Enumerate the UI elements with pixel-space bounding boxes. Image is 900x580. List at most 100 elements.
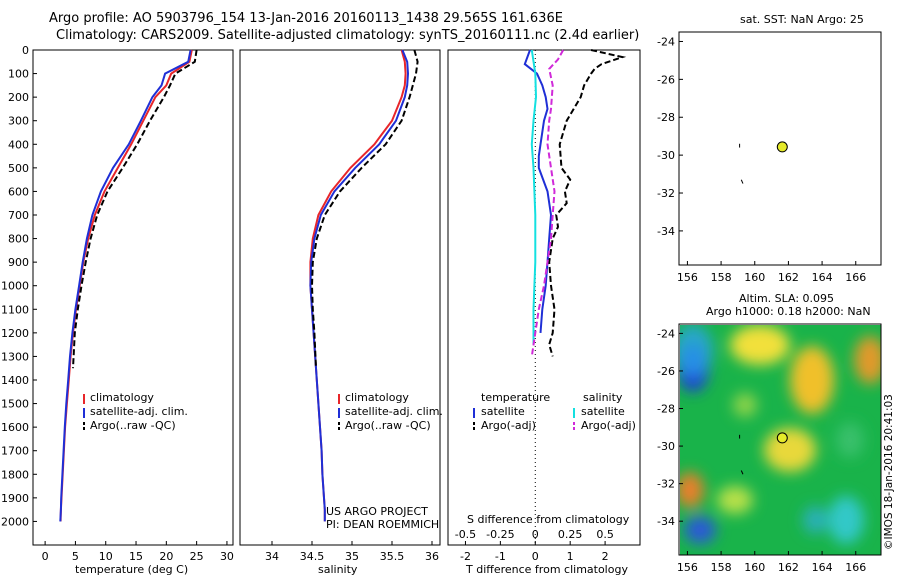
map-x-tick-label: 160 [744, 271, 765, 284]
map-y-tick-label: -34 [657, 515, 675, 528]
y-tick-label: 900 [8, 256, 29, 269]
x-tick-label: 5 [72, 550, 79, 563]
diff-legend-temp-argo: Argo(-adj) [481, 419, 536, 432]
map-y-tick-label: -28 [657, 403, 675, 416]
temp-legend-climatology: climatology [90, 391, 154, 404]
sal-legend-satellite: satellite-adj. clim. [345, 405, 443, 418]
sla-map-frame [678, 323, 882, 556]
y-tick-label: 600 [8, 185, 29, 198]
x-tick-label: 0 [532, 550, 539, 563]
temperature-panel-frame [32, 49, 234, 546]
y-tick-label: 1800 [1, 468, 29, 481]
x-tick-label: 34 [265, 550, 279, 563]
y-tick-label: 1600 [1, 421, 29, 434]
y-tick-label: 800 [8, 233, 29, 246]
s-diff-xlabel: S difference from climatology [467, 513, 630, 526]
temp-legend-argo: Argo(..raw -QC) [90, 419, 176, 432]
series-line-salinity-argo-adj- [530, 49, 565, 357]
difference-panel-frame [447, 49, 641, 546]
t-diff-xlabel: T difference from climatology [466, 563, 628, 576]
s-tick-label: 0.25 [558, 528, 583, 541]
y-tick-label: 1100 [1, 303, 29, 316]
map-y-tick-label: -32 [657, 187, 675, 200]
y-tick-label: 200 [8, 91, 29, 104]
header-line2: Climatology: CARS2009. Satellite-adjuste… [56, 28, 640, 43]
y-tick-label: 500 [8, 162, 29, 175]
y-tick-label: 400 [8, 138, 29, 151]
map-x-tick-label: 156 [677, 561, 698, 574]
diff-legend-sal-satellite: satellite [581, 405, 625, 418]
x-tick-label: 1 [567, 550, 574, 563]
s-tick-label: -0.25 [486, 528, 514, 541]
y-tick-label: 1900 [1, 492, 29, 505]
map-y-tick-label: -28 [657, 111, 675, 124]
map-y-tick-label: -26 [657, 365, 675, 378]
argo-location-marker [776, 432, 788, 444]
y-tick-label: 2000 [1, 515, 29, 528]
map-y-tick-label: -24 [657, 327, 675, 340]
x-tick-label: 35 [345, 550, 359, 563]
x-tick-label: -1 [495, 550, 506, 563]
temperature-xlabel: temperature (deg C) [75, 563, 189, 576]
map-y-tick-label: -34 [657, 225, 675, 238]
s-tick-label: -0.5 [455, 528, 476, 541]
sla-map-title1: Altim. SLA: 0.095 [739, 292, 835, 305]
map-y-tick-label: -30 [657, 149, 675, 162]
salinity-xlabel: salinity [318, 563, 358, 576]
temp-legend-satellite: satellite-adj. clim. [90, 405, 188, 418]
series-line-argo-raw-qc- [72, 49, 198, 369]
y-tick-label: 1200 [1, 327, 29, 340]
x-tick-label: -2 [460, 550, 471, 563]
series-line-temperature-satellite [523, 49, 553, 333]
map-y-tick-label: -26 [657, 73, 675, 86]
series-line-climatology [309, 49, 407, 522]
y-tick-label: 700 [8, 209, 29, 222]
sal-legend-argo: Argo(..raw -QC) [345, 419, 431, 432]
map-y-tick-label: -24 [657, 35, 675, 48]
map-x-tick-label: 162 [778, 271, 799, 284]
series-line-satellite-adj-clim- [309, 49, 410, 522]
map-y-tick-label: -32 [657, 478, 675, 491]
x-tick-label: 20 [159, 550, 173, 563]
map-x-tick-label: 164 [812, 271, 833, 284]
salinity-panel-frame [239, 49, 441, 546]
x-tick-label: 35.5 [380, 550, 405, 563]
coast-mark [740, 179, 744, 184]
project-line2: PI: DEAN ROEMMICH [326, 518, 440, 531]
sal-legend-climatology: climatology [345, 391, 409, 404]
argo-location-marker [776, 141, 788, 153]
diff-legend-sal-argo: Argo(-adj) [581, 419, 636, 432]
coast-mark [740, 470, 744, 475]
map-x-tick-label: 156 [677, 271, 698, 284]
sla-map-title2: Argo h1000: 0.18 h2000: NaN [706, 305, 871, 318]
series-line-argo-raw-qc- [310, 49, 419, 369]
map-x-tick-label: 160 [744, 561, 765, 574]
series-line-satellite-adj-clim- [59, 49, 192, 522]
sst-map-title: sat. SST: NaN Argo: 25 [740, 13, 864, 26]
sst-map-frame [678, 31, 882, 266]
series-line-climatology [59, 49, 193, 522]
x-tick-label: 0 [42, 550, 49, 563]
x-tick-label: 10 [99, 550, 113, 563]
x-tick-label: 30 [220, 550, 234, 563]
y-tick-label: 1400 [1, 374, 29, 387]
x-tick-label: 25 [190, 550, 204, 563]
y-tick-label: 1300 [1, 350, 29, 363]
y-tick-label: 1000 [1, 280, 29, 293]
project-line1: US ARGO PROJECT [326, 505, 428, 518]
x-tick-label: 15 [129, 550, 143, 563]
x-tick-label: 2 [602, 550, 609, 563]
y-tick-label: 1700 [1, 445, 29, 458]
diff-legend-temp-satellite: satellite [481, 405, 525, 418]
y-tick-label: 1500 [1, 398, 29, 411]
map-x-tick-label: 158 [711, 271, 732, 284]
copyright-text: ©IMOS 18-Jan-2016 20:41:03 [883, 394, 895, 550]
s-tick-label: 0.5 [596, 528, 614, 541]
x-tick-label: 36 [425, 550, 439, 563]
y-tick-label: 300 [8, 115, 29, 128]
series-line-temperature-argo-adj- [548, 49, 627, 357]
map-x-tick-label: 166 [845, 271, 866, 284]
x-tick-label: 34.5 [300, 550, 325, 563]
series-line-salinity-satellite [530, 49, 538, 345]
